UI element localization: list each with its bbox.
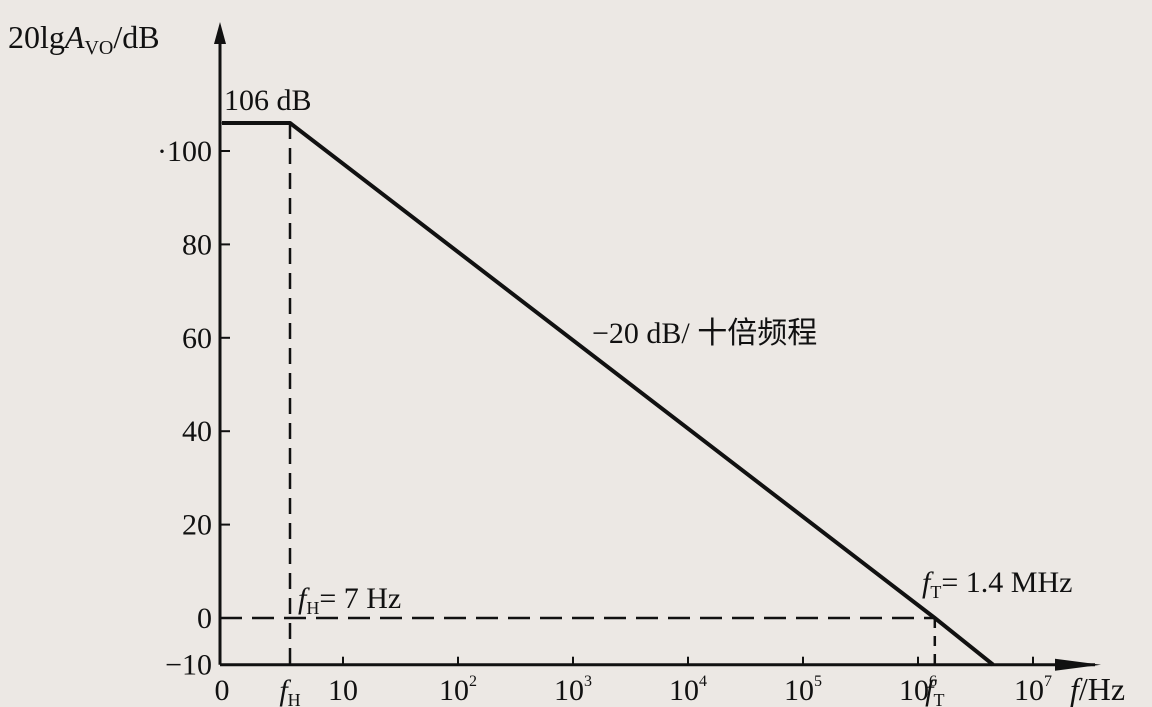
gain-curve xyxy=(222,121,995,667)
x-tick-label: 103 xyxy=(554,673,592,707)
y-tick-label: 0 xyxy=(197,602,212,635)
y-tick-label: ·100 xyxy=(157,135,212,168)
x-axis-label: f/Hz xyxy=(1070,671,1125,707)
x-tick-label: 107 xyxy=(1014,673,1052,707)
y-tick-label: 80 xyxy=(182,228,212,261)
y-axis-label: 20lgAVO/dB xyxy=(8,19,160,59)
y-axis-arrow xyxy=(214,22,226,44)
x-tick-label: 104 xyxy=(669,673,707,707)
x-tick-label: fH xyxy=(279,674,300,707)
ft-annotation: fT= 1.4 MHz xyxy=(922,566,1072,602)
x-tick-label: 0 xyxy=(215,674,230,707)
x-tick-label: 105 xyxy=(784,673,822,707)
data-point xyxy=(221,122,223,124)
fh-annotation: fH= 7 Hz xyxy=(298,582,401,618)
y-tick-label: 20 xyxy=(182,509,212,542)
y-tick-label: 40 xyxy=(182,415,212,448)
data-point xyxy=(289,122,291,124)
dc-gain-annotation: 106 dB xyxy=(224,84,312,117)
x-tick-label: 102 xyxy=(439,673,477,707)
x-tick-label: 10 xyxy=(328,674,358,707)
data-point xyxy=(934,617,936,619)
y-tick-label: −10 xyxy=(165,649,212,682)
data-point xyxy=(992,664,994,666)
slope-annotation: −20 dB/ 十倍频程 xyxy=(592,317,817,350)
x-axis-arrow xyxy=(1055,658,1101,671)
x-tick-label: 106 xyxy=(899,673,937,707)
y-tick-label: 60 xyxy=(182,322,212,355)
